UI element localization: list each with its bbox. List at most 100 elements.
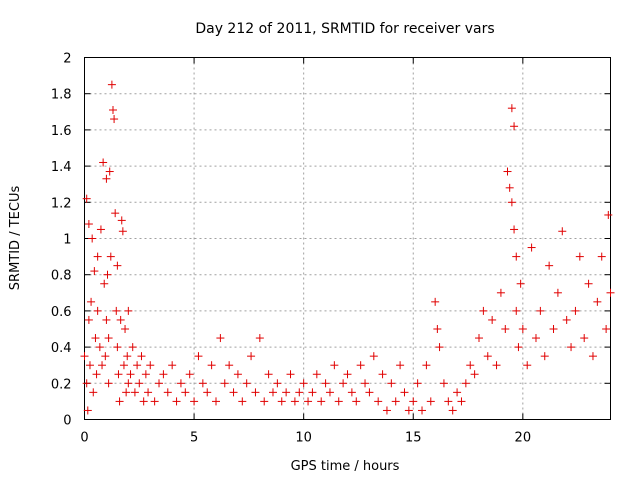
data-point [124,306,133,315]
data-point [369,352,378,361]
y-tick-label: 2 [63,52,71,67]
y-tick-label: 0.6 [51,305,72,320]
data-point [242,379,251,388]
data-point [553,288,562,297]
data-point [144,388,153,397]
data-point [172,397,181,406]
data-point [108,105,117,114]
data-point [282,388,291,397]
data-point [93,252,102,261]
data-point [207,361,216,370]
data-point [378,370,387,379]
data-point [523,361,532,370]
data-point [512,306,521,315]
data-point [488,315,497,324]
data-point [286,370,295,379]
data-point [339,379,348,388]
data-point [431,297,440,306]
y-tick-label: 1 [63,233,71,248]
data-point [111,209,120,218]
data-point [264,370,273,379]
y-tick-label: 1.4 [51,160,72,175]
data-point [251,388,260,397]
data-point [604,210,613,219]
data-point [277,397,286,406]
data-point [126,370,135,379]
data-point [90,267,99,276]
data-point [505,183,514,192]
data-point [203,388,212,397]
data-point [518,325,527,333]
data-point [496,288,505,297]
data-point [433,325,442,333]
data-point [501,325,510,333]
data-point [516,279,525,288]
data-point [409,397,418,406]
data-point [426,397,435,406]
data-point [80,352,89,361]
data-point [391,397,400,406]
data-point [255,334,264,343]
x-tick-label: 20 [515,431,532,446]
data-point [117,216,126,225]
data-point [435,343,444,352]
data-point [119,361,128,370]
data-point [233,370,242,379]
data-point [194,352,203,361]
data-point [116,315,125,324]
data-point [118,227,127,236]
data-point [87,297,96,306]
x-axis-label: GPS time / hours [291,459,400,474]
y-tick-label: 0.4 [51,341,72,356]
data-point [123,352,132,361]
data-point [273,379,282,388]
data-point [470,370,479,379]
data-point [216,334,225,343]
data-point [103,270,112,279]
data-point [85,361,94,370]
data-point [588,352,597,361]
data-point [527,243,536,252]
data-point [82,194,91,203]
data-point [597,252,606,261]
data-point [413,379,422,388]
data-point [176,379,185,388]
data-point [356,361,365,370]
data-points [80,80,615,415]
plot-frame [84,57,611,420]
data-point [503,167,512,176]
data-point [163,388,172,397]
data-point [404,406,413,415]
data-point [159,370,168,379]
data-point [387,379,396,388]
data-point [325,388,334,397]
data-point [121,325,130,333]
data-point [545,261,554,270]
data-point [365,388,374,397]
data-point [146,361,155,370]
data-point [492,361,501,370]
data-point [84,315,93,324]
data-point [95,343,104,352]
data-point [181,388,190,397]
data-point [418,406,427,415]
data-point [593,297,602,306]
data-point [185,370,194,379]
data-point [330,361,339,370]
data-point [540,352,549,361]
data-point [168,361,177,370]
data-point [82,379,91,388]
data-point [510,122,519,131]
data-point [92,370,101,379]
data-point [225,361,234,370]
data-point [268,388,277,397]
data-point [105,167,114,176]
data-point [101,352,110,361]
data-point [99,158,108,167]
data-point [510,225,519,234]
data-point [93,306,102,315]
data-point [290,397,299,406]
data-point [100,279,109,288]
y-tick-label: 1.6 [51,124,72,139]
